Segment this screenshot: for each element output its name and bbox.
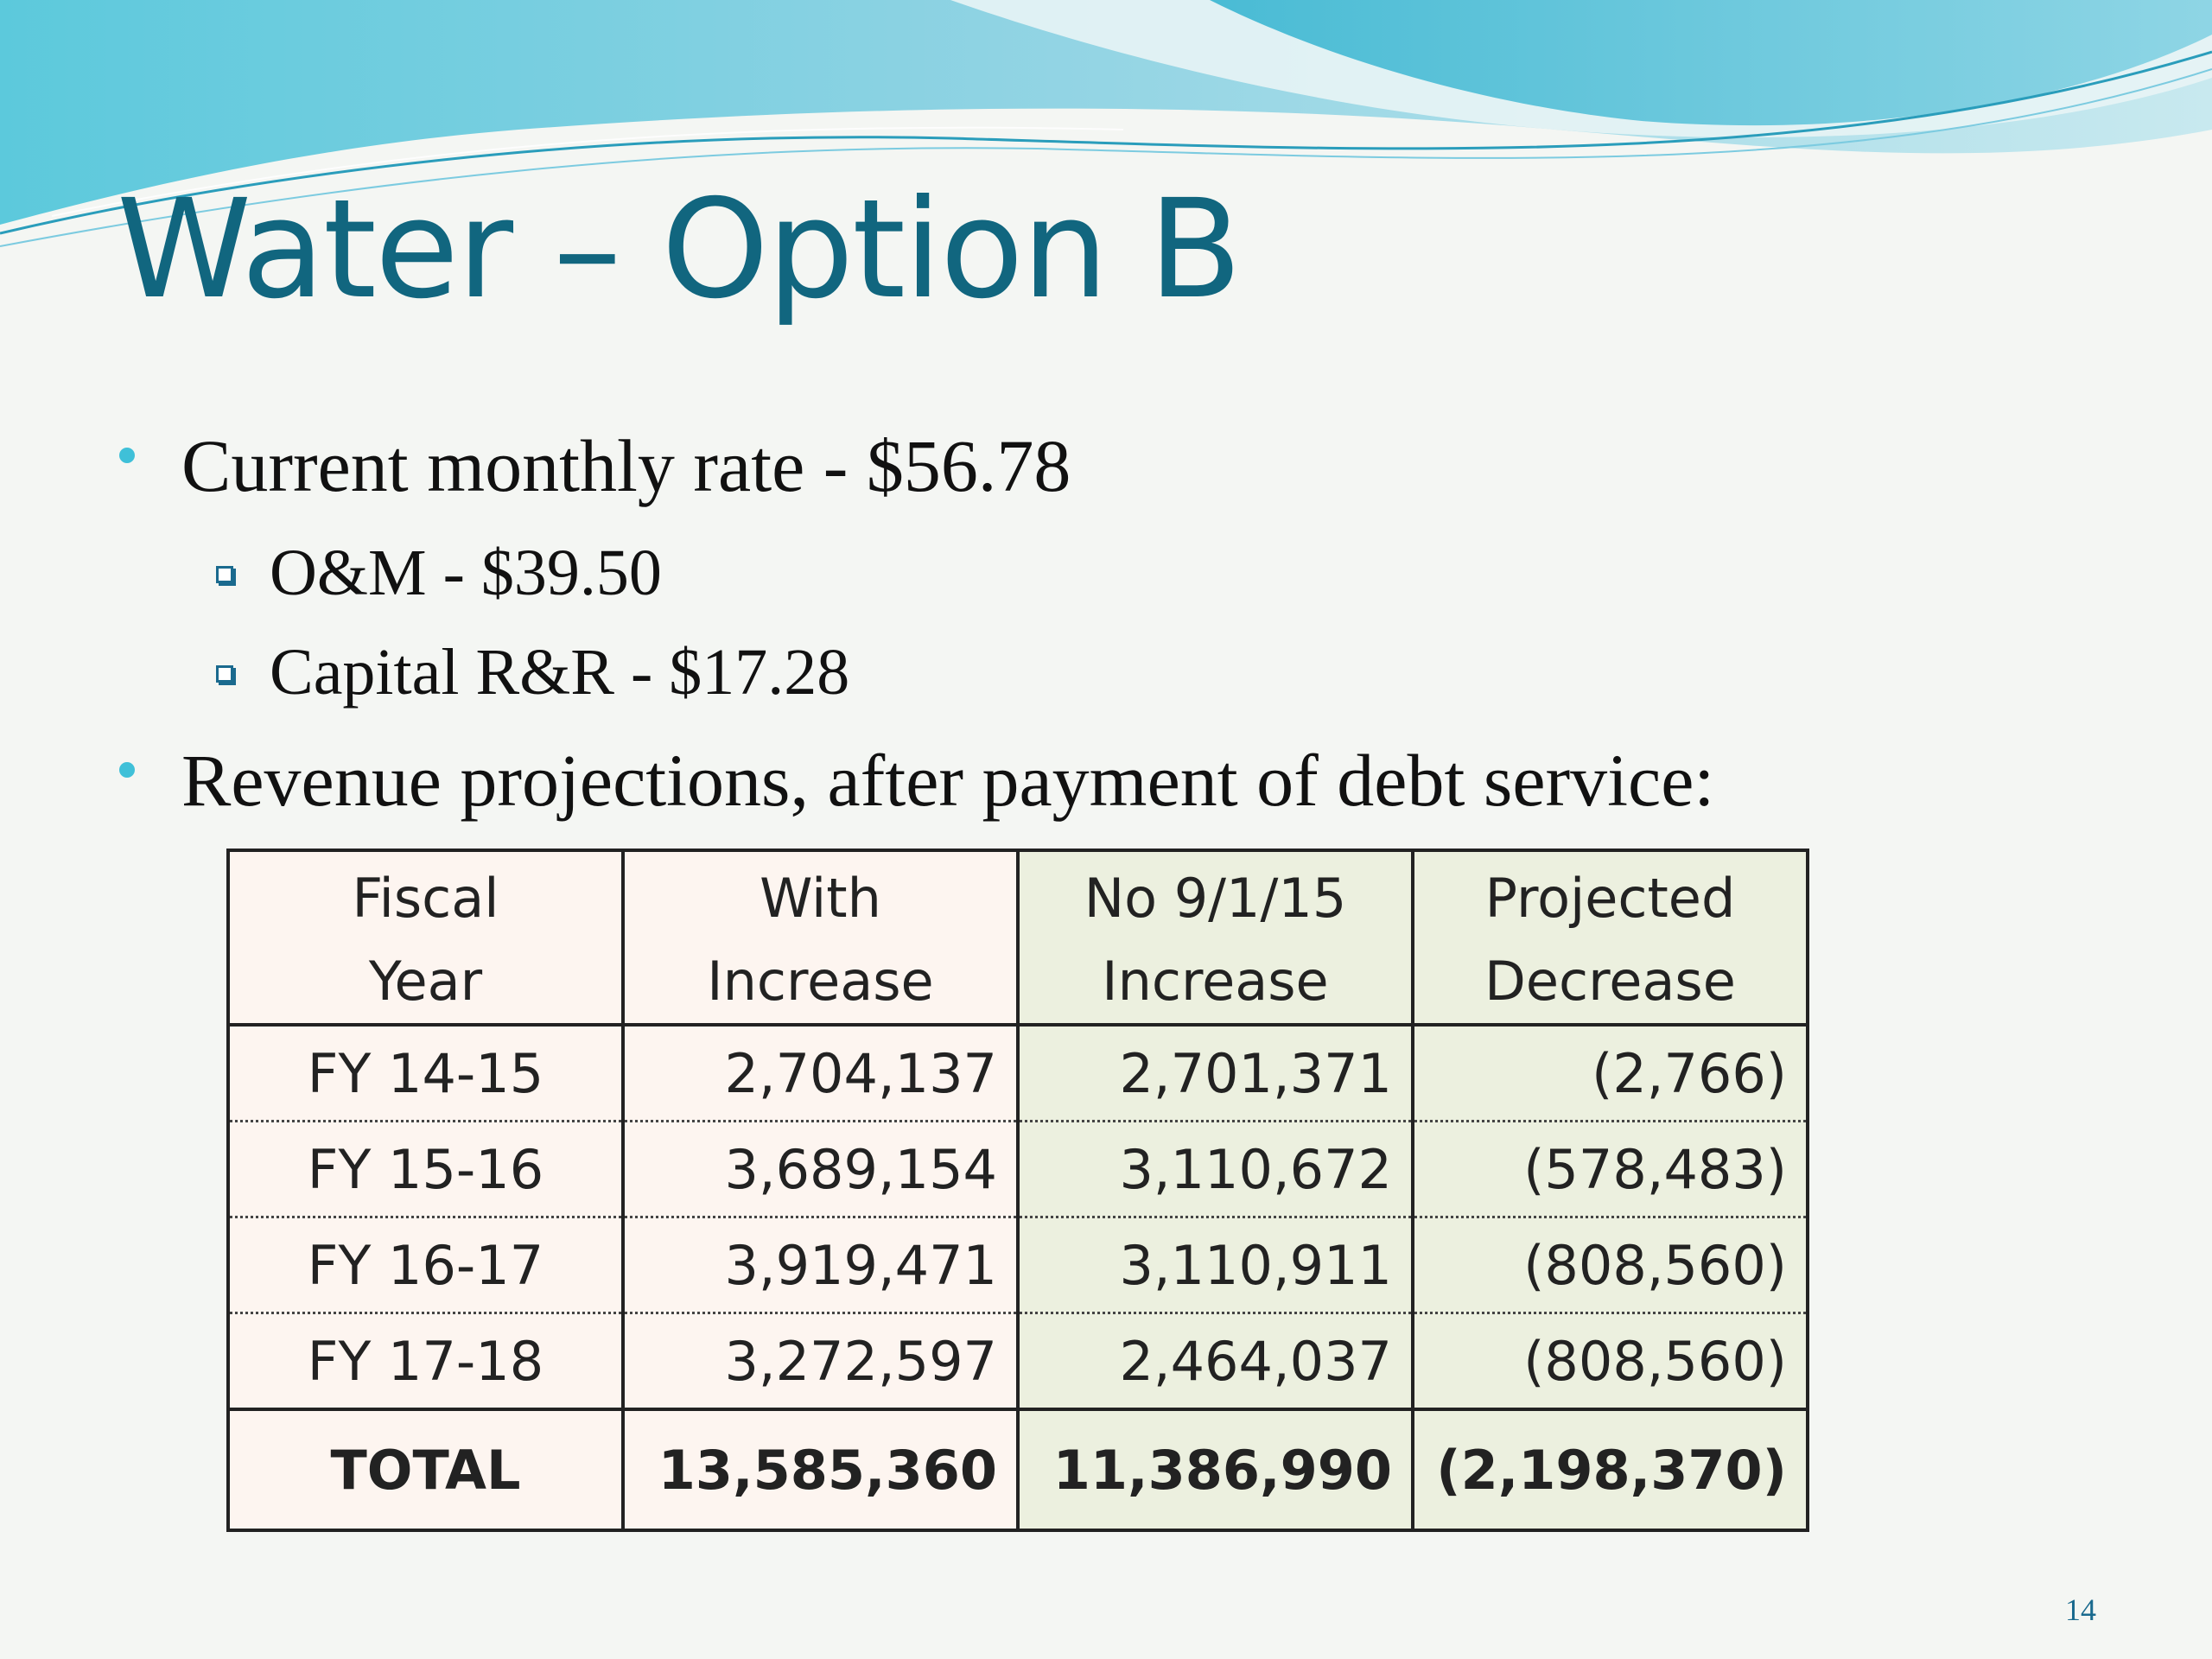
square-bullet-icon xyxy=(216,665,233,683)
bullet-text: Revenue projections, after payment of de… xyxy=(181,739,1715,822)
header-line: Year xyxy=(368,950,483,1013)
header-line: Fiscal xyxy=(352,867,499,930)
cell-with-increase: 2,704,137 xyxy=(621,1025,1020,1122)
bullet-revenue-projections: Revenue projections, after payment of de… xyxy=(119,743,1714,817)
table-row: FY 16-17 3,919,471 3,110,911 (808,560) xyxy=(226,1217,1809,1314)
header-line: With xyxy=(760,867,881,930)
cell-total-decrease: (2,198,370) xyxy=(1411,1409,1809,1532)
table-row: FY 15-16 3,689,154 3,110,672 (578,483) xyxy=(226,1121,1809,1218)
cell-with-increase: 3,919,471 xyxy=(621,1217,1020,1314)
cell-year: FY 17-18 xyxy=(226,1313,625,1411)
sub-bullet-text: O&M - $39.50 xyxy=(270,537,662,609)
header-fiscal-year: Fiscal Year xyxy=(226,849,625,1027)
cell-decrease: (808,560) xyxy=(1411,1313,1809,1411)
slide-title: Water – Option B xyxy=(117,170,1242,329)
sub-bullet-om: O&M - $39.50 xyxy=(216,537,662,609)
cell-no-increase: 2,464,037 xyxy=(1016,1313,1414,1411)
page-number: 14 xyxy=(2065,1592,2096,1627)
cell-decrease: (578,483) xyxy=(1411,1121,1809,1218)
table-header-row: Fiscal Year With Increase No 9/1/15 Incr… xyxy=(226,849,1809,1027)
sub-bullet-capital: Capital R&R - $17.28 xyxy=(216,639,849,705)
sub-bullet-text: Capital R&R - $17.28 xyxy=(270,636,850,709)
bullet-current-rate: Current monthly rate - $56.78 xyxy=(119,429,1071,503)
cell-total-label: TOTAL xyxy=(226,1409,625,1532)
cell-year: FY 16-17 xyxy=(226,1217,625,1314)
header-wave-decoration xyxy=(0,0,2212,247)
cell-decrease: (808,560) xyxy=(1411,1217,1809,1314)
cell-total-with-increase: 13,585,360 xyxy=(621,1409,1020,1532)
header-line: Increase xyxy=(1102,950,1329,1013)
header-no-increase: No 9/1/15 Increase xyxy=(1016,849,1414,1027)
cell-decrease: (2,766) xyxy=(1411,1025,1809,1122)
header-line: Increase xyxy=(707,950,934,1013)
table-total-row: TOTAL 13,585,360 11,386,990 (2,198,370) xyxy=(226,1409,1809,1532)
cell-year: FY 14-15 xyxy=(226,1025,625,1122)
header-projected-decrease: Projected Decrease xyxy=(1411,849,1809,1027)
header-line: Projected xyxy=(1484,867,1736,930)
header-line: Decrease xyxy=(1484,950,1736,1013)
header-line: No 9/1/15 xyxy=(1084,867,1347,930)
cell-no-increase: 2,701,371 xyxy=(1016,1025,1414,1122)
cell-with-increase: 3,272,597 xyxy=(621,1313,1020,1411)
cell-year: FY 15-16 xyxy=(226,1121,625,1218)
revenue-table: Fiscal Year With Increase No 9/1/15 Incr… xyxy=(226,849,1809,1532)
bullet-dot-icon xyxy=(119,762,135,778)
cell-no-increase: 3,110,672 xyxy=(1016,1121,1414,1218)
bullet-text: Current monthly rate - $56.78 xyxy=(181,424,1071,507)
square-bullet-icon xyxy=(216,566,233,583)
cell-no-increase: 3,110,911 xyxy=(1016,1217,1414,1314)
header-with-increase: With Increase xyxy=(621,849,1020,1027)
bullet-dot-icon xyxy=(119,448,135,463)
table-row: FY 17-18 3,272,597 2,464,037 (808,560) xyxy=(226,1313,1809,1411)
cell-with-increase: 3,689,154 xyxy=(621,1121,1020,1218)
table-row: FY 14-15 2,704,137 2,701,371 (2,766) xyxy=(226,1025,1809,1122)
cell-total-no-increase: 11,386,990 xyxy=(1016,1409,1414,1532)
